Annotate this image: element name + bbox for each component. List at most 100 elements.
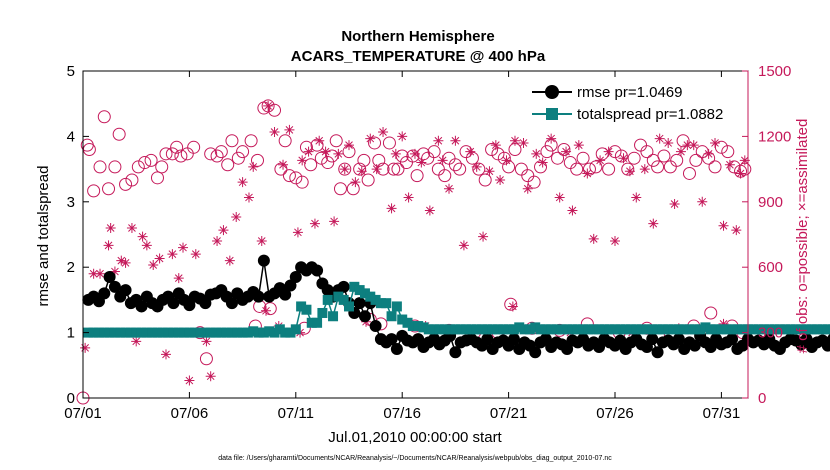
y-right-tick-label: 1500	[758, 63, 791, 80]
rmse-point	[827, 334, 830, 345]
obs-assimilated-point	[184, 375, 195, 386]
obs-possible-point	[282, 169, 296, 183]
obs-assimilated-point	[697, 196, 708, 207]
obs-assimilated-point	[403, 192, 414, 203]
obs-assimilated-point	[344, 140, 354, 151]
obs-possible-point	[689, 153, 703, 167]
totalspread-point	[413, 321, 424, 332]
obs-assimilated-point	[126, 222, 137, 233]
rmse-point	[289, 271, 302, 284]
y-tick-label: 2	[67, 259, 75, 276]
rmse-point	[119, 284, 132, 297]
rmse-point	[726, 333, 739, 346]
totalspread-point	[99, 327, 110, 338]
obs-possible-point	[663, 160, 677, 174]
obs-possible-point	[502, 160, 516, 174]
totalspread-point	[109, 327, 120, 338]
x-tick-label: 07/01	[64, 405, 102, 422]
obs-possible-point	[138, 156, 152, 170]
x-tick-label: 07/21	[490, 405, 528, 422]
obs-assimilated-point	[284, 124, 295, 135]
obs-possible-point	[465, 151, 479, 165]
obs-assimilated-point	[269, 127, 280, 138]
obs-assimilated-point	[724, 159, 735, 170]
obs-possible-point	[204, 147, 218, 161]
obs-assimilated-point	[365, 133, 376, 144]
y-tick-label: 4	[67, 128, 75, 145]
chart-title-line2: ACARS_TEMPERATURE @ 400 hPa	[291, 48, 546, 65]
obs-assimilated-point	[397, 131, 408, 142]
rmse-point	[369, 320, 382, 333]
obs-assimilated-point	[261, 305, 272, 316]
obs-possible-point	[540, 145, 554, 159]
totalspread-point	[594, 324, 605, 335]
obs-assimilated-point	[718, 220, 729, 231]
totalspread-point	[200, 327, 211, 338]
totalspread-point	[115, 327, 126, 338]
obs-assimilated-point	[178, 242, 189, 253]
obs-possible-point	[527, 175, 541, 189]
totalspread-point	[312, 317, 323, 328]
obs-assimilated-point	[648, 218, 659, 229]
obs-possible-point	[478, 173, 492, 187]
obs-assimilated-point	[224, 255, 235, 266]
obs-possible-point	[93, 160, 107, 174]
totalspread-point	[753, 324, 764, 335]
obs-possible-point	[210, 149, 224, 163]
obs-assimilated-point	[320, 146, 331, 157]
obs-assimilated-point	[490, 140, 501, 151]
obs-possible-point	[634, 138, 648, 152]
obs-assimilated-point	[610, 236, 620, 247]
obs-possible-point	[338, 162, 352, 176]
obs-assimilated-point	[333, 148, 344, 159]
obs-assimilated-point	[639, 164, 650, 175]
totalspread-point	[540, 324, 551, 335]
totalspread-point	[338, 294, 349, 305]
totalspread-point	[328, 311, 339, 322]
obs-assimilated-point	[495, 175, 506, 185]
rmse-point	[337, 280, 350, 293]
rmse-point	[651, 346, 664, 359]
series-layer	[82, 254, 830, 359]
obs-assimilated-point	[109, 266, 120, 277]
obs-possible-point	[295, 175, 309, 189]
obs-assimilated-point	[718, 318, 729, 329]
totalspread-point	[689, 324, 700, 335]
y-right-tick-label: 900	[758, 194, 783, 211]
rmse-point	[311, 264, 324, 277]
rmse-point	[672, 333, 685, 346]
totalspread-point	[668, 324, 679, 335]
obs-assimilated-point	[703, 148, 714, 159]
totalspread-point	[258, 327, 269, 338]
obs-assimilated-point	[303, 146, 314, 157]
totalspread-point	[365, 291, 376, 302]
totalspread-point	[556, 324, 567, 335]
totalspread-point	[758, 324, 769, 335]
obs-assimilated-point	[554, 192, 565, 203]
obs-possible-point	[125, 173, 139, 187]
obs-assimilated-point	[190, 249, 201, 260]
obs-possible-point	[514, 162, 528, 176]
totalspread-point	[290, 324, 301, 335]
totalspread-point	[242, 327, 253, 338]
obs-assimilated-point	[292, 227, 303, 238]
obs-assimilated-point	[624, 166, 635, 177]
totalspread-point	[732, 324, 743, 335]
obs-assimilated-point	[350, 177, 361, 188]
obs-possible-point	[214, 145, 228, 159]
obs-possible-point	[155, 160, 169, 174]
totalspread-point	[796, 324, 807, 335]
totalspread-point	[519, 324, 530, 335]
obs-possible-point	[278, 134, 292, 148]
obs-possible-point	[399, 156, 413, 170]
totalspread-point	[296, 301, 307, 312]
totalspread-point	[216, 327, 227, 338]
obs-assimilated-point	[531, 148, 542, 159]
totalspread-point	[439, 324, 450, 335]
obs-assimilated-point	[386, 203, 397, 214]
totalspread-point	[780, 324, 791, 335]
x-axis-label: Jul.01,2010 00:00:00 start	[328, 429, 502, 446]
obs-assimilated-point	[471, 161, 482, 172]
rmse-point	[135, 300, 148, 313]
